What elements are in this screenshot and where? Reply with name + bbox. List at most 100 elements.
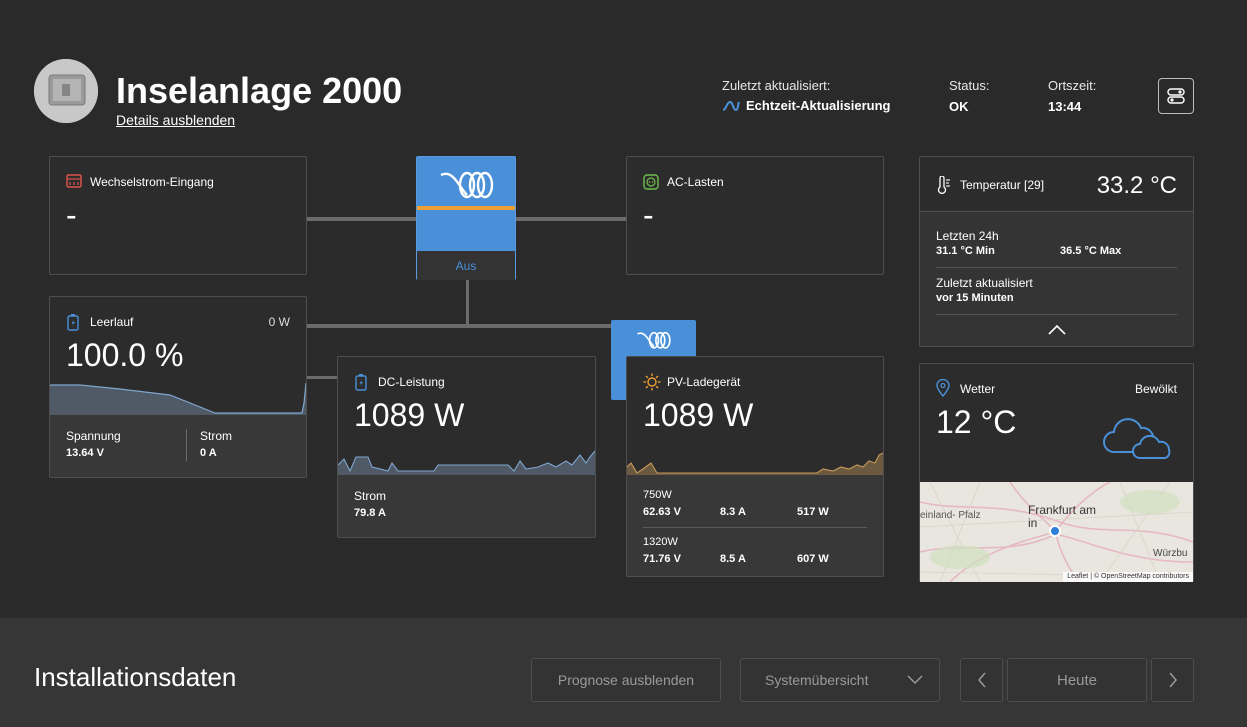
- local-time-value: 13:44: [1048, 99, 1082, 114]
- weather-temperature: 12 °C: [936, 404, 1017, 440]
- last-updated-label: Zuletzt aktualisiert:: [722, 78, 831, 93]
- next-day-button[interactable]: [1151, 658, 1194, 702]
- pv-charger-title: PV-Ladegerät: [667, 375, 741, 389]
- map-label-east: Würzbu: [1153, 548, 1188, 559]
- location-pin-icon: [936, 379, 950, 397]
- weather-title: Wetter: [960, 382, 996, 396]
- local-time-label: Ortszeit:: [1048, 78, 1097, 93]
- dc-power-details: Strom 79.8 A: [338, 475, 595, 537]
- today-button[interactable]: Heute: [1007, 658, 1147, 702]
- temp-min: 31.1 °C Min: [936, 245, 995, 257]
- previous-day-button[interactable]: [960, 658, 1003, 702]
- ac-input-title: Wechselstrom-Eingang: [90, 175, 214, 189]
- ac-input-value: -: [66, 197, 77, 233]
- weather-card[interactable]: Wetter Bewölkt 12 °C einland- Pfalz Fran…: [919, 363, 1194, 582]
- cloudy-icon: [1103, 418, 1171, 459]
- temp-divider: [936, 267, 1177, 268]
- ac-loads-title: AC-Lasten: [667, 175, 724, 189]
- inverter-state: Aus: [417, 251, 515, 280]
- inverter-dc-connector: [466, 279, 469, 326]
- hide-forecast-button[interactable]: Prognose ausblenden: [531, 658, 721, 702]
- tracker-1-name: 750W: [643, 489, 672, 501]
- inverter-status-strip: [417, 206, 515, 210]
- chevron-right-icon: [1168, 672, 1177, 688]
- tracker-2-name: 1320W: [643, 536, 678, 548]
- ac-input-icon: [66, 174, 82, 188]
- temperature-card[interactable]: Temperatur [29] 33.2 °C Letzten 24h 31.1…: [919, 156, 1194, 347]
- tracker-1-current: 8.3 A: [720, 506, 746, 518]
- sun-icon: [643, 373, 661, 391]
- battery-soc: 100.0 %: [66, 337, 184, 373]
- last-updated-value: Echtzeit-Aktualisierung: [746, 98, 891, 113]
- dc-power-sparkline: [338, 450, 595, 477]
- details-divider: [186, 429, 187, 461]
- view-select-value: Systemübersicht: [765, 672, 869, 688]
- voltage-value: 13.64 V: [66, 447, 104, 459]
- ac-input-connector: [306, 217, 417, 221]
- weather-condition: Bewölkt: [1134, 382, 1177, 396]
- temp-max: 36.5 °C Max: [1060, 245, 1122, 257]
- current-label: Strom: [200, 429, 233, 443]
- pv-power-sparkline: [627, 452, 883, 477]
- voltage-label: Spannung: [66, 429, 121, 443]
- dc-battery-icon: [355, 374, 367, 391]
- device-photo-icon: [34, 59, 98, 123]
- site-avatar: [34, 59, 98, 123]
- tracker-2-power: 607 W: [797, 553, 829, 565]
- details-toggle-link[interactable]: Details ausblenden: [116, 112, 236, 128]
- temp-updated-value: vor 15 Minuten: [936, 292, 1014, 304]
- settings-toggle-button[interactable]: [1158, 78, 1194, 114]
- dc-power-card[interactable]: DC-Leistung 1089 W Strom 79.8 A: [337, 356, 596, 538]
- thermometer-icon: [937, 176, 950, 194]
- view-select[interactable]: Systemübersicht: [740, 658, 940, 702]
- chevron-up-icon[interactable]: [1048, 324, 1066, 335]
- dc-bus-connector: [306, 324, 612, 328]
- victron-charger-logo-icon: [637, 331, 671, 349]
- temp-period-label: Letzten 24h: [936, 229, 999, 243]
- temperature-header: [920, 157, 1193, 212]
- battery-card[interactable]: Leerlauf 0 W 100.0 % Spannung 13.64 V St…: [49, 296, 307, 478]
- ac-loads-card[interactable]: AC-Lasten -: [626, 156, 884, 275]
- battery-state-title: Leerlauf: [90, 315, 134, 329]
- status-value: OK: [949, 99, 969, 114]
- pv-charger-card[interactable]: PV-Ladegerät 1089 W 750W 62.63 V 8.3 A 5…: [626, 356, 884, 577]
- toggles-icon: [1167, 88, 1185, 104]
- tracker-divider: [643, 527, 867, 528]
- outlet-icon: [643, 174, 659, 190]
- pv-charger-value: 1089 W: [643, 397, 754, 433]
- victron-logo-icon: [440, 171, 494, 199]
- dc-power-title: DC-Leistung: [378, 375, 445, 389]
- status-label: Status:: [949, 78, 990, 93]
- weather-map[interactable]: einland- Pfalz Frankfurt am in Würzbu Le…: [920, 482, 1193, 582]
- tracker-1-voltage: 62.63 V: [643, 506, 681, 518]
- battery-details: Spannung 13.64 V Strom 0 A: [50, 415, 306, 477]
- battery-power: 0 W: [268, 315, 290, 329]
- dc-current-label: Strom: [354, 489, 387, 503]
- ac-loads-value: -: [643, 197, 654, 233]
- chevron-down-icon: [907, 675, 923, 685]
- ac-loads-connector: [515, 217, 627, 221]
- ac-input-card[interactable]: Wechselstrom-Eingang -: [49, 156, 307, 275]
- temperature-value: 33.2 °C: [1096, 172, 1177, 199]
- location-marker[interactable]: [1049, 525, 1061, 537]
- tracker-2-voltage: 71.76 V: [643, 553, 681, 565]
- dc-power-value: 1089 W: [354, 397, 465, 433]
- last-updated-row: Echtzeit-Aktualisierung: [722, 98, 890, 113]
- battery-soc-sparkline: [50, 382, 306, 415]
- site-title: Inselanlage 2000: [116, 70, 403, 111]
- inverter-box[interactable]: Aus: [416, 156, 516, 280]
- pv-trackers: 750W 62.63 V 8.3 A 517 W 1320W 71.76 V 8…: [627, 475, 883, 576]
- map-label-city: Frankfurt am in: [1028, 503, 1097, 530]
- temp-updated-label: Zuletzt aktualisiert: [936, 276, 1033, 290]
- installation-data-title: Installationsdaten: [34, 662, 237, 692]
- map-attribution[interactable]: Leaflet | © OpenStreetMap contributors: [1063, 572, 1193, 582]
- tracker-1-power: 517 W: [797, 506, 829, 518]
- map-label-west: einland- Pfalz: [920, 510, 981, 521]
- tracker-2-current: 8.5 A: [720, 553, 746, 565]
- temp-divider-2: [936, 314, 1177, 315]
- realtime-wave-icon: [722, 100, 740, 111]
- battery-dc-connector: [306, 376, 338, 379]
- chevron-left-icon: [977, 672, 986, 688]
- dc-current-value: 79.8 A: [354, 507, 387, 519]
- current-value: 0 A: [200, 447, 217, 459]
